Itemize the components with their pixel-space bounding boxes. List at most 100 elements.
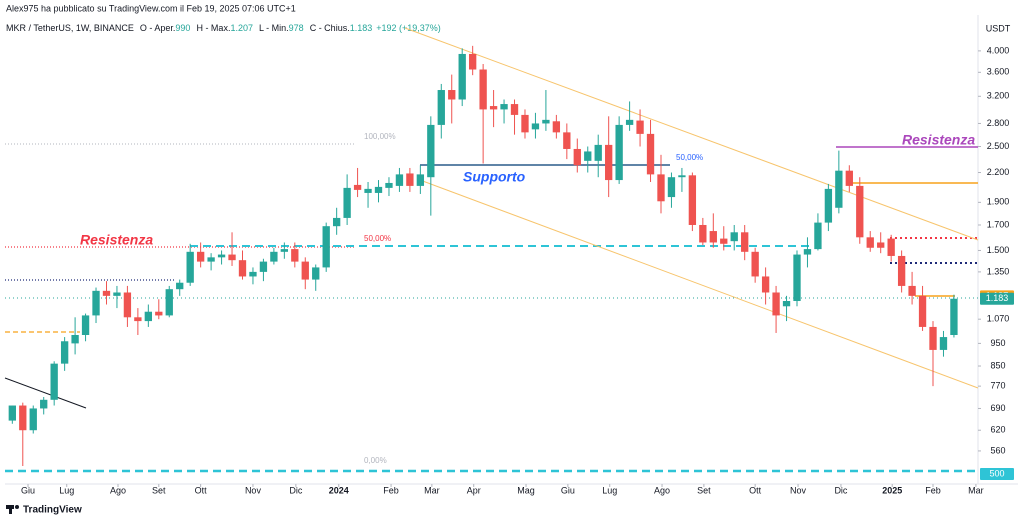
legend-label: C - Chius. bbox=[310, 23, 350, 33]
candle-body bbox=[40, 399, 48, 409]
candle-body bbox=[102, 290, 111, 296]
x-tick-label: 2025 bbox=[882, 485, 902, 495]
price-label-box bbox=[980, 467, 1014, 480]
y-tick-label: 620 bbox=[990, 425, 1005, 435]
price-label: 1.183 bbox=[986, 293, 1009, 303]
x-tick-label: Ott bbox=[195, 485, 208, 495]
candle-body bbox=[521, 114, 529, 133]
candle-body bbox=[479, 69, 487, 110]
candle-body bbox=[291, 249, 299, 262]
x-tick-label: Feb bbox=[383, 485, 399, 495]
candle-body bbox=[259, 261, 268, 272]
logo-mark bbox=[9, 505, 12, 514]
candle-body bbox=[709, 231, 717, 243]
x-tick-label: Feb bbox=[925, 485, 941, 495]
candle-body bbox=[165, 289, 173, 316]
x-tick-label: Ago bbox=[110, 485, 126, 495]
legend-value: 1.207 bbox=[230, 23, 253, 33]
candle-body bbox=[332, 217, 341, 227]
candle-body bbox=[918, 295, 927, 327]
candle-body bbox=[824, 188, 833, 223]
candle-body bbox=[8, 405, 16, 421]
x-tick-label: Mar bbox=[968, 485, 984, 495]
x-tick-label: Dic bbox=[834, 485, 847, 495]
candle-body bbox=[615, 124, 623, 181]
candle-body bbox=[469, 53, 477, 70]
x-tick-label: Dic bbox=[289, 485, 302, 495]
candle-body bbox=[353, 184, 362, 190]
x-tick-label: Nov bbox=[790, 485, 807, 495]
candle-body bbox=[385, 182, 393, 188]
y-tick-label: 3.600 bbox=[987, 67, 1010, 77]
candle-body bbox=[217, 254, 226, 258]
y-tick-label: 2.200 bbox=[987, 167, 1010, 177]
annotation: Resistenza bbox=[80, 232, 153, 248]
x-tick-label: 2024 bbox=[329, 485, 349, 495]
candle-body bbox=[207, 257, 215, 262]
x-tick-label: Set bbox=[697, 485, 711, 495]
author-line: Alex975 ha pubblicato su TradingView.com… bbox=[6, 3, 296, 13]
candle-body bbox=[343, 187, 351, 218]
candle-body bbox=[458, 53, 466, 100]
x-tick-label: Giu bbox=[21, 485, 35, 495]
symbol: MKR / TetherUS, 1W, BINANCE bbox=[6, 23, 134, 33]
candle-body bbox=[720, 238, 728, 244]
candle-body bbox=[667, 177, 676, 198]
y-tick-label: 560 bbox=[990, 445, 1005, 455]
annotation: Supporto bbox=[463, 169, 526, 185]
candle-body bbox=[887, 238, 895, 256]
annotation: Resistenza bbox=[902, 132, 975, 148]
candle-body bbox=[531, 123, 540, 130]
candle-body bbox=[322, 226, 330, 268]
y-tick-label: 1.900 bbox=[987, 197, 1010, 207]
candle-body bbox=[416, 174, 425, 186]
x-tick-label: Mag bbox=[517, 485, 535, 495]
candle-body bbox=[134, 317, 142, 322]
candle-body bbox=[312, 267, 320, 280]
candle-body bbox=[228, 254, 236, 261]
candle-body bbox=[301, 261, 309, 280]
candle-body bbox=[803, 249, 812, 255]
candle-body bbox=[50, 363, 58, 400]
brand: TradingView bbox=[23, 505, 82, 516]
candle-body bbox=[594, 144, 602, 161]
candle-body bbox=[489, 106, 498, 110]
candle-body bbox=[238, 260, 247, 277]
candle-body bbox=[270, 251, 278, 262]
candle-body bbox=[636, 120, 644, 134]
price-label: 500 bbox=[989, 468, 1004, 478]
candle-body bbox=[741, 232, 749, 252]
symbol-legend: MKR / TetherUS, 1W, BINANCE O - Aper.990 H… bbox=[6, 23, 441, 33]
drawings bbox=[4, 27, 979, 473]
candle-body bbox=[793, 254, 801, 302]
y-tick-label: 770 bbox=[990, 381, 1005, 391]
y-tick-label: 690 bbox=[990, 403, 1005, 413]
x-tick-label: Mar bbox=[424, 485, 440, 495]
candle-body bbox=[866, 237, 874, 248]
candle-body bbox=[29, 408, 37, 431]
x-tick-label: Lug bbox=[59, 485, 74, 495]
candle-body bbox=[625, 119, 634, 125]
candle-body bbox=[113, 292, 121, 296]
y-tick-label: 1.700 bbox=[987, 219, 1010, 229]
fib-label: 100,00% bbox=[364, 132, 396, 141]
candle-body bbox=[427, 124, 435, 178]
x-tick-label: Ago bbox=[654, 485, 670, 495]
candle-body bbox=[699, 224, 707, 243]
candle-body bbox=[573, 148, 581, 166]
candle-body bbox=[60, 341, 69, 364]
channel-line bbox=[419, 179, 979, 389]
y-axis-unit: USDT bbox=[986, 23, 1011, 33]
y-tick-label: 850 bbox=[990, 360, 1005, 370]
channel-line bbox=[404, 27, 979, 241]
candle-body bbox=[249, 271, 257, 277]
candle-body bbox=[761, 276, 770, 293]
candle-body bbox=[500, 104, 508, 110]
legend-label: H - Max. bbox=[196, 23, 230, 33]
candle-body bbox=[950, 298, 958, 335]
x-tick-label: Giu bbox=[561, 485, 575, 495]
candle-body bbox=[856, 185, 864, 238]
candle-body bbox=[123, 292, 132, 318]
